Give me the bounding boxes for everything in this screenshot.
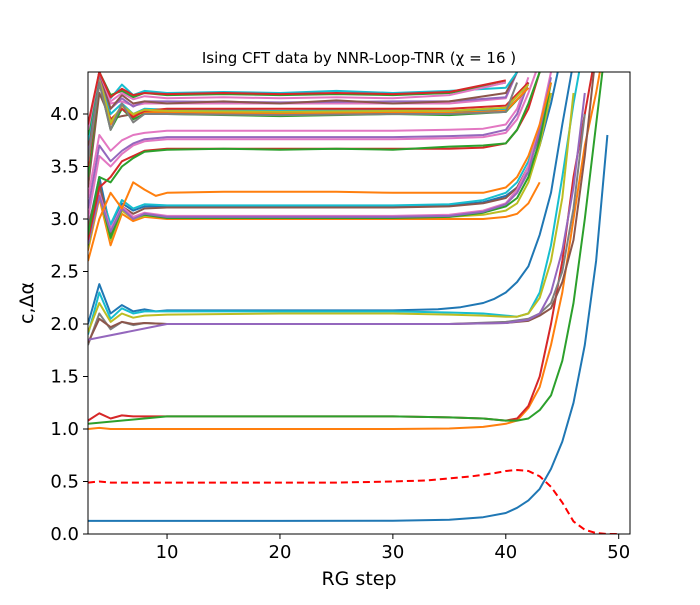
series-line-19 — [88, 82, 552, 262]
series-line-24 — [88, 76, 530, 199]
series-line-33 — [88, 81, 519, 162]
y-axis: 0.0 0.5 1.0 1.5 2.0 2.5 3.0 3.5 4.0 — [50, 104, 88, 545]
series-line-4 — [88, 72, 604, 425]
series-line-37 — [88, 72, 507, 130]
series-line-1 — [88, 134, 609, 522]
series-line-23 — [88, 82, 530, 209]
series-line-18 — [88, 77, 552, 245]
plot-frame — [87, 71, 631, 535]
x-tick-label: 10 — [156, 542, 179, 563]
series-line-5 — [88, 72, 573, 325]
central-charge-line — [88, 468, 619, 534]
series-layer — [88, 72, 609, 522]
x-axis: 10 20 30 40 50 — [156, 534, 630, 563]
series-line-30 — [88, 76, 530, 162]
series-line-16 — [88, 82, 552, 246]
series-line-38 — [88, 72, 507, 125]
x-tick-label: 30 — [381, 542, 404, 563]
y-tick-label: 1.0 — [50, 419, 79, 440]
y-axis-title: c,Δα — [16, 282, 38, 324]
central-charge-layer — [88, 468, 619, 534]
series-line-2 — [88, 72, 601, 430]
series-line-34 — [88, 72, 518, 146]
y-tick-label: 3.5 — [50, 157, 79, 178]
x-axis-title: RG step — [321, 568, 396, 590]
chart-title: Ising CFT data by NNR-Loop-TNR (χ = 16 ) — [202, 49, 516, 67]
series-line-10 — [88, 92, 586, 341]
series-line-12 — [88, 82, 552, 226]
series-line-22 — [88, 72, 537, 220]
series-line-6 — [88, 72, 581, 335]
series-line-7 — [88, 92, 575, 333]
y-tick-label: 0.0 — [50, 524, 79, 545]
y-tick-label: 2.0 — [50, 314, 79, 335]
x-tick-label: 50 — [607, 542, 630, 563]
x-tick-label: 20 — [269, 542, 292, 563]
y-tick-label: 4.0 — [50, 104, 79, 125]
x-tick-label: 40 — [494, 542, 517, 563]
series-line-21 — [88, 72, 541, 235]
y-tick-label: 1.5 — [50, 367, 79, 388]
y-tick-label: 3.0 — [50, 209, 79, 230]
y-tick-label: 2.5 — [50, 262, 79, 283]
y-tick-label: 0.5 — [50, 472, 79, 493]
